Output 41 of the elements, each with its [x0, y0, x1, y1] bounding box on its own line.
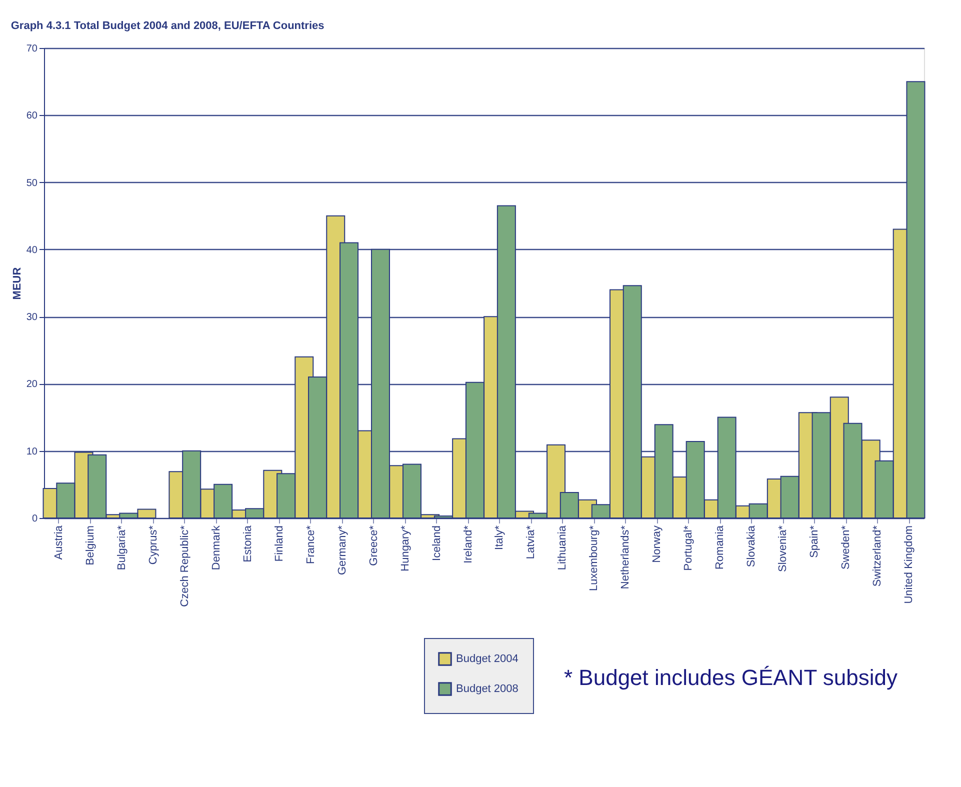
y-tick-label: 50 — [26, 178, 38, 189]
x-tick-label: Hungary* — [399, 524, 412, 572]
x-tick-label: Spain* — [808, 524, 821, 558]
x-tick-label: Slovakia — [746, 524, 758, 568]
y-tick-label: 70 — [26, 44, 38, 54]
text: * Budget includes GÉANT subsidy — [564, 665, 898, 690]
x-tick-label: Finland — [273, 526, 286, 562]
x-tick-label: Portugal* — [682, 524, 695, 571]
y-tick-label: 10 — [26, 446, 38, 458]
x-tick-label: Germany* — [336, 524, 348, 576]
y-tick-label: 0 — [32, 514, 38, 524]
x-tick-label: Iceland — [430, 526, 443, 561]
x-tick-label: Belgium — [84, 526, 96, 566]
x-tick-label: Slovenia* — [777, 524, 790, 572]
y-tick-label: 60 — [26, 110, 38, 122]
chart-title: Graph 4.3.1 Total Budget 2004 and 2008, EU/EFTA Countries — [10, 20, 324, 32]
x-tick-label: United Kingdom — [903, 526, 916, 604]
x-tick-label: Ireland* — [462, 524, 474, 564]
y-axis-title: MEUR — [11, 267, 24, 300]
x-tick-label: Bulgaria* — [116, 524, 128, 570]
legend-label: Budget 2008 — [456, 683, 518, 695]
x-tick-label: Norway — [651, 525, 664, 563]
x-tick-label: Czech Republic* — [178, 524, 191, 607]
x-tick-label: Romania — [714, 524, 726, 570]
legend-label: Budget 2004 — [456, 653, 518, 665]
x-tick-label: Switzerland* — [872, 524, 884, 587]
x-tick-label: Luxembourg* — [588, 524, 600, 591]
y-tick-label: 40 — [26, 244, 38, 256]
x-tick-label: Austria — [52, 524, 65, 560]
x-tick-label: Lithuania — [556, 524, 569, 570]
x-tick-label: Latvia* — [525, 524, 538, 560]
y-tick-label: 20 — [26, 379, 38, 390]
x-tick-label: Denmark — [210, 525, 222, 570]
x-tick-label: Greece* — [368, 524, 380, 566]
x-tick-label: Netherlands* — [620, 524, 632, 590]
x-tick-label: Italy* — [494, 524, 506, 550]
x-tick-label: Estonia — [242, 524, 254, 562]
x-tick-label: Sweden* — [840, 524, 852, 570]
x-tick-label: Cyprus* — [147, 524, 160, 565]
x-tick-label: France* — [304, 524, 317, 564]
y-tick-label: 30 — [26, 312, 38, 324]
